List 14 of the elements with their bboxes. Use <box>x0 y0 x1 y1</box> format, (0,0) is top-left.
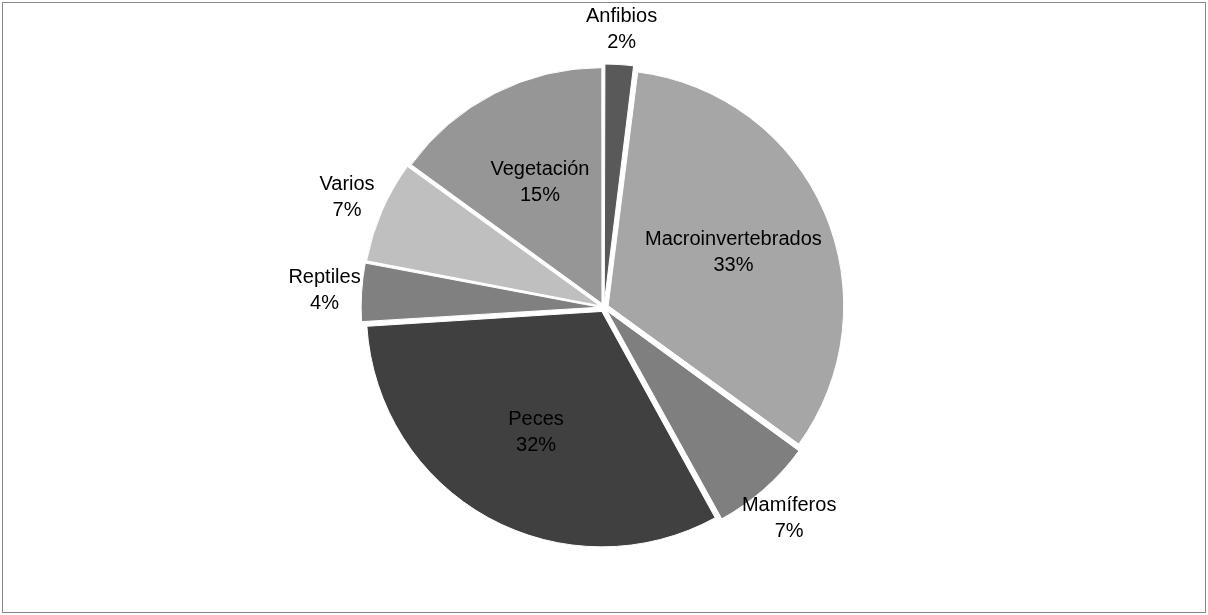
slice-label: Anfibios <box>586 3 658 26</box>
data-label: 2% <box>607 29 637 52</box>
data-label: 4% <box>310 291 340 314</box>
data-label: 32% <box>516 432 557 455</box>
data-label: 7% <box>774 519 804 542</box>
slice-label: Mamíferos <box>741 493 837 516</box>
slice-label: Varios <box>319 171 375 194</box>
slice-label: Reptiles <box>288 265 361 288</box>
slice-label: Macroinvertebrados <box>645 227 822 250</box>
data-label: 7% <box>332 197 362 220</box>
slice-label: Peces <box>508 406 564 429</box>
slice-label: Vegetación <box>490 157 590 180</box>
data-label: 33% <box>713 253 754 276</box>
data-label: 15% <box>519 183 561 206</box>
